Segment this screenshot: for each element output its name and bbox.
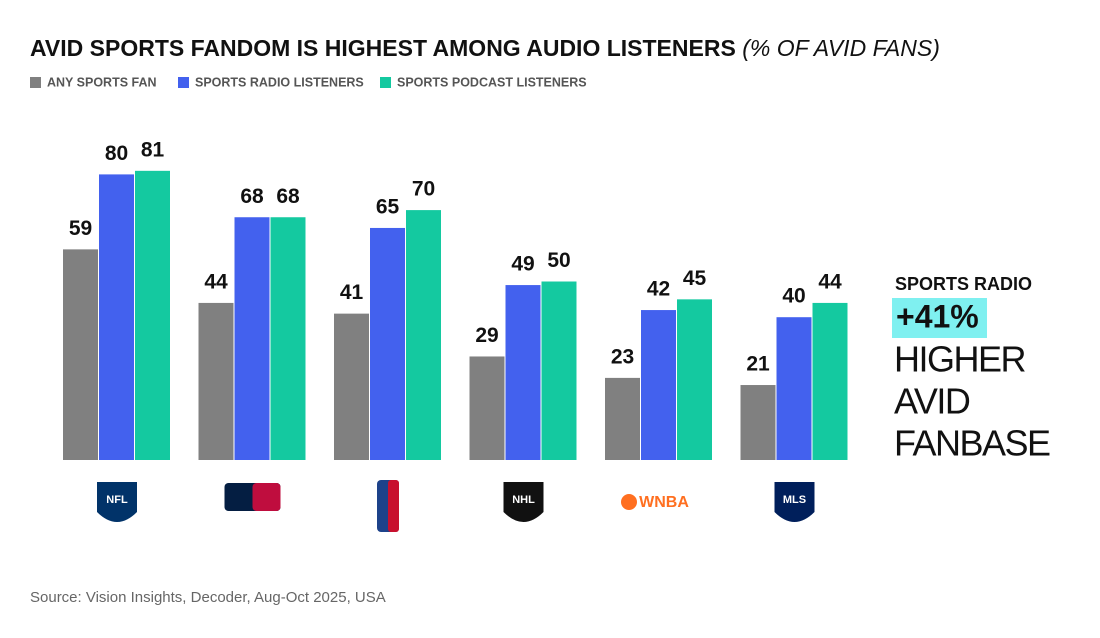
legend-label: SPORTS RADIO LISTENERS [195,75,364,89]
bar [812,302,848,460]
subtitle: (% OF AVID FANS) [742,35,940,61]
bar [99,174,134,460]
logo-shape [774,482,815,522]
value-label: 40 [782,285,805,308]
annotation-line: AVID [894,381,970,422]
bar [469,356,505,460]
value-label: 81 [141,138,165,161]
value-label: 68 [276,185,300,208]
legend-label: ANY SPORTS FAN [47,75,157,89]
value-label: 80 [105,142,128,165]
annotation-line: FANBASE [894,423,1050,464]
logo-shape [621,494,637,510]
bar [505,285,541,460]
chart-title: AVID SPORTS FANDOM IS HIGHEST AMONG AUDI… [30,35,940,61]
bar [776,317,812,460]
value-label: 45 [683,267,707,290]
value-label: 44 [204,270,228,293]
bar [135,170,170,460]
value-label: 21 [746,353,770,376]
value-label: 41 [340,281,364,304]
legend-swatch [380,77,391,88]
highlight-box [892,298,987,338]
bar [677,299,712,460]
x-tick-label: NFL [106,494,128,506]
value-label: 65 [376,195,400,218]
legend-swatch [178,77,189,88]
legend-label: SPORTS PODCAST LISTENERS [397,75,587,89]
value-label: 23 [611,345,634,368]
bar [641,310,676,460]
annotation-label: SPORTS RADIO [895,274,1032,294]
value-label: 68 [240,185,264,208]
bar [605,377,640,460]
value-label: 44 [818,270,842,293]
logo-shape [503,482,544,522]
annotation-line: HIGHER [894,339,1026,380]
value-label: 50 [547,249,570,272]
title-main: AVID SPORTS FANDOM IS HIGHEST AMONG AUDI… [30,35,736,61]
bar [406,210,441,460]
bar [370,227,405,460]
legend-swatch [30,77,41,88]
bar [270,217,306,460]
value-label: 49 [511,253,534,276]
bar [234,217,270,460]
x-tick-label: MLS [783,494,806,506]
logo-shape [97,482,137,522]
x-tick-label: WNBA [639,494,689,511]
value-label: 42 [647,278,670,301]
logo-shape [388,480,399,532]
value-label: 59 [69,217,92,240]
bar [198,302,234,460]
x-tick-label: NHL [512,494,535,506]
source: Source: Vision Insights, Decoder, Aug-Oc… [30,589,386,606]
logo-shape [252,483,281,511]
bar [334,313,369,460]
bar [63,249,98,460]
bar [740,385,776,460]
bar [541,281,577,460]
value-label: 70 [412,178,435,201]
annotation-highlight: +41% [896,298,979,334]
value-label: 29 [475,324,498,347]
